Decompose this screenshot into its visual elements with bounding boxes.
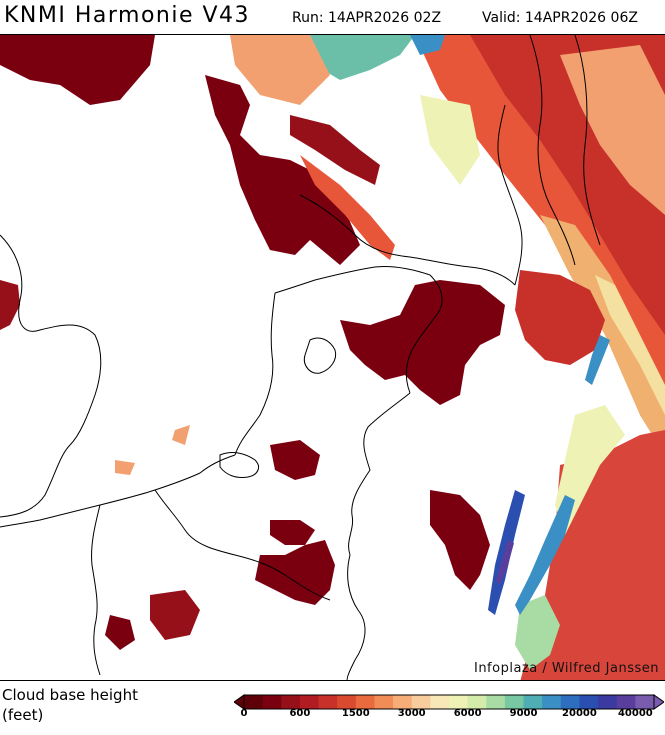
colorbar-segment [579, 695, 599, 709]
cloud-band-orange [540, 215, 665, 455]
cloud-patch-yellow-north [420, 95, 480, 185]
colorbar-tick-label: 6000 [453, 708, 482, 719]
colorbar-segment [299, 695, 320, 709]
legend-title: Cloud base height (feet) [2, 686, 138, 724]
colorbar [234, 694, 664, 710]
valid-time: Valid: 14APR2026 06Z [482, 10, 638, 26]
colorbar-tick-label: 3000 [397, 708, 426, 719]
header: KNMI Harmonie V43 Run: 14APR2026 02Z Val… [0, 0, 665, 34]
colorbar-tick-label: 0 [240, 708, 248, 719]
colorbar-tick-label: 20000 [562, 708, 597, 719]
coastlines-and-borders [0, 35, 601, 680]
cloud-field-southeast [520, 430, 665, 680]
colorbar-segment [393, 695, 413, 709]
colorbar-segment [467, 695, 487, 709]
high-cloud-streak-b [515, 495, 575, 615]
colorbar-segment [486, 695, 506, 709]
colorbar-segment [244, 695, 264, 709]
low-cloud-north-sea-a [205, 75, 360, 265]
colorbar-segment [504, 695, 525, 709]
cloud-patch-blue-north [410, 35, 445, 55]
cloud-patch-peach-north [230, 35, 330, 105]
colorbar-segment [616, 695, 636, 709]
colorbar-arrow-low [234, 694, 245, 710]
low-cloud-north-brabant-spots [150, 590, 200, 640]
legend: Cloud base height (feet) 0 600 1500 3000 600… [0, 682, 665, 735]
low-cloud-northwest [0, 35, 155, 105]
colorbar-segment [262, 695, 282, 709]
cloud-field-southeast-green [515, 595, 560, 670]
colorbar-segment [374, 695, 394, 709]
cloud-field-northeast-peach [560, 45, 665, 215]
low-cloud-uk-coast [0, 280, 20, 330]
low-cloud-zeeland [270, 440, 320, 480]
high-cloud-streak-c [585, 335, 610, 385]
colorbar-segment [560, 695, 580, 709]
low-cloud-belgium-a [270, 520, 315, 545]
low-cloud-belgium-b [255, 540, 335, 605]
colorbar-segment [598, 695, 618, 709]
low-cloud-groningen [340, 280, 505, 405]
colorbar-tick-label: 600 [289, 708, 311, 719]
run-time: Run: 14APR2026 02Z [292, 10, 442, 26]
cloud-patch-high-north [305, 35, 415, 80]
colorbar-segment [449, 695, 469, 709]
colorbar-segment [318, 695, 338, 709]
colorbar-segment [542, 695, 562, 709]
colorbar-segment [355, 695, 375, 709]
colorbar-segment [281, 695, 301, 709]
credit-text: Infoplaza / Wilfred Janssen [473, 661, 659, 676]
colorbar-tick-label: 40000 [617, 708, 653, 719]
high-cloud-streak-purple [496, 540, 514, 585]
colorbar-segment [430, 695, 450, 709]
cloud-patch-zeeland-orange [172, 425, 190, 445]
colorbar-segment [523, 695, 543, 709]
low-cloud-north-sea-b [290, 115, 380, 185]
colorbar-segment [635, 695, 655, 709]
colorbar-ticks: 0 600 1500 3000 6000 9000 20000 40000 [0, 708, 665, 722]
colorbar-tick-label: 9000 [509, 708, 538, 719]
colorbar-segment [411, 695, 431, 709]
colorbar-segment [337, 695, 357, 709]
low-cloud-france-spots [105, 615, 135, 650]
colorbar-arrow-high [653, 694, 664, 710]
low-cloud-wadden-streak [300, 155, 395, 260]
cloud-band-yellow [595, 275, 665, 415]
cloud-patch-coast-orange [115, 460, 135, 475]
colorbar-tick-label: 1500 [341, 708, 370, 719]
forecast-map: Infoplaza / Wilfred Janssen [0, 34, 665, 681]
low-cloud-limburg-east [430, 490, 490, 590]
model-title: KNMI Harmonie V43 [4, 3, 251, 28]
map-canvas [0, 35, 665, 680]
low-cloud-germany-coast [515, 270, 605, 365]
